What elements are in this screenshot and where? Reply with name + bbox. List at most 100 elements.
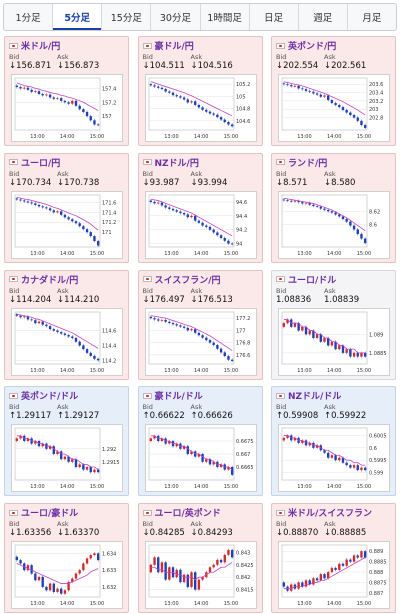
card-header: ユーロ/ドル xyxy=(276,273,391,286)
nz-jp-flag-icon xyxy=(142,159,152,166)
rate-card[interactable]: スイスフラン/円 Bid Ask ↓176.497 ↓176.513 177.2 177 17… xyxy=(137,269,263,380)
bid-value: ↓8.571 xyxy=(276,177,308,188)
pair-title[interactable]: カナダドル/円 xyxy=(21,275,79,286)
candle-body xyxy=(323,337,326,342)
pair-title[interactable]: ランド/円 xyxy=(288,158,328,169)
pair-title[interactable]: 英ポンド/ドル xyxy=(21,392,79,403)
tab-timeframe[interactable]: 月足 xyxy=(362,13,382,24)
pair-title[interactable]: ユーロ/英ポンド xyxy=(154,509,221,520)
pair-title[interactable]: 米ドル/スイスフラン xyxy=(288,509,373,520)
candle-body xyxy=(230,243,233,245)
candle-body xyxy=(290,584,293,591)
candle-body xyxy=(215,232,219,236)
candle-body xyxy=(338,214,341,217)
rate-card[interactable]: ユーロ/豪ドル Bid Ask ↓1.63356 ↓1.63370 1.634 1.633 1… xyxy=(4,503,129,614)
ask-label: Ask xyxy=(190,169,203,178)
price-chart: 0.6005 0.6 0.5995 0.599 13:00 14:00 15:00 xyxy=(278,424,390,493)
rate-card[interactable]: NZドル/円 Bid Ask ↓93.987 ↓93.994 94.6 94.4 94.2 94… xyxy=(137,152,263,263)
pair-title[interactable]: NZドル/円 xyxy=(154,158,199,169)
x-tick-label: 15:00 xyxy=(90,484,104,490)
candle-body xyxy=(312,204,315,206)
pair-title[interactable]: 豪ドル/円 xyxy=(154,42,194,52)
candle-body xyxy=(167,207,171,209)
candle-body xyxy=(349,465,352,469)
x-tick-label: 14:00 xyxy=(60,134,74,140)
pair-title[interactable]: NZドル/ドル xyxy=(288,392,342,403)
candle-body xyxy=(149,200,152,202)
tab-timeframe[interactable]: 1時間足 xyxy=(201,4,250,30)
y-tick-label: 1.2915 xyxy=(102,460,120,466)
ask-label: Ask xyxy=(324,53,336,61)
candle-body xyxy=(45,587,48,591)
candle-body xyxy=(282,438,286,441)
tab-timeframe[interactable]: 週足 xyxy=(299,4,348,30)
x-tick-label: 14:00 xyxy=(327,484,341,490)
tab-timeframe[interactable]: 1分足 xyxy=(4,4,54,30)
pair-title[interactable]: 米ドル/円 xyxy=(21,42,61,52)
eu-jp-flag-icon xyxy=(9,159,18,166)
ask-label: Ask xyxy=(324,169,336,178)
candle-body xyxy=(175,95,178,97)
rate-card[interactable]: 英ポンド/円 Bid Ask ↓202.554 ↓202.561 203.6 203.4 20… xyxy=(271,36,396,146)
candle-body xyxy=(63,214,67,218)
candle-body xyxy=(175,323,178,326)
y-tick-label: 157.2 xyxy=(102,100,116,106)
y-tick-label: 0.599 xyxy=(369,471,383,477)
pair-title[interactable]: ユーロ/ドル xyxy=(288,275,337,286)
tab-timeframe[interactable]: 30分足 xyxy=(151,4,201,30)
rate-card[interactable]: 米ドル/円 Bid Ask ↓156.871 ↓156.873 157.4 157.2 157… xyxy=(4,36,129,146)
price-chart: 1.292 1.2915 13:00 14:00 15:00 xyxy=(11,424,123,493)
rate-card[interactable]: NZドル/ドル Bid Ask ↑0.59908 ↑0.59922 0.6005 0.6 0.… xyxy=(271,386,396,497)
pair-title[interactable]: 英ポンド/円 xyxy=(288,42,337,52)
plot-area xyxy=(148,77,234,131)
candle-body xyxy=(67,334,70,337)
eu-gb-flag-icon xyxy=(142,509,152,516)
candle-body xyxy=(156,557,159,573)
candle-body xyxy=(52,583,55,593)
bid-value: 1.08836 xyxy=(276,294,312,305)
rate-card[interactable]: ユーロ/英ポンド Bid Ask ↓0.84285 ↓0.84293 0.843 0.842… xyxy=(137,503,263,614)
candle-body xyxy=(30,89,33,92)
tab-timeframe[interactable]: 5分足 xyxy=(53,4,103,30)
rate-card-grid: 米ドル/円 Bid Ask ↓156.871 ↓156.873 157.4 157.2 157… xyxy=(4,36,396,614)
pair-title[interactable]: スイスフラン/円 xyxy=(154,275,221,286)
y-tick-label: 202.8 xyxy=(369,116,383,122)
price-chart: 8.62 8.6 13:00 14:00 15:00 xyxy=(278,190,390,259)
pair-title[interactable]: 豪ドル/ドル xyxy=(154,392,203,403)
rate-card[interactable]: 豪ドル/円 Bid Ask ↓104.511 ↓104.516 105.2 105 104.8… xyxy=(137,36,263,146)
candle-body xyxy=(363,468,367,471)
candle-body xyxy=(211,113,215,115)
ask-value: ↑1.29127 xyxy=(57,411,100,422)
x-tick-label: 15:00 xyxy=(357,251,371,257)
rate-card[interactable]: ユーロ/ドル Bid Ask 1.08836 1.08839 1.089 1.0885 13:… xyxy=(271,269,396,380)
candle-body xyxy=(352,115,356,118)
y-tick-label: 171 xyxy=(102,230,112,236)
y-tick-label: 1.633 xyxy=(102,568,116,574)
candle-body xyxy=(356,229,359,234)
rate-card[interactable]: 豪ドル/ドル Bid Ask ↑0.66622 ↑0.66626 0.6675 0.667 0… xyxy=(137,386,263,497)
candle-body xyxy=(327,453,330,459)
tab-timeframe[interactable]: 日足 xyxy=(250,4,299,30)
quote-values: ↓104.511 ↓104.516 xyxy=(143,61,258,72)
x-tick-label: 14:00 xyxy=(194,134,208,140)
tab-timeframe[interactable]: 15分足 xyxy=(102,4,152,30)
candle-body xyxy=(308,330,311,334)
rate-card[interactable]: ユーロ/円 Bid Ask ↓170.734 ↓170.738 171.6 171.4 171… xyxy=(4,152,129,263)
x-tick-label: 13:00 xyxy=(30,368,44,374)
gb-jp-flag-icon xyxy=(276,42,285,49)
rate-card[interactable]: カナダドル/円 Bid Ask ↓114.204 ↓114.210 114.6 114.4 1… xyxy=(4,269,129,380)
candle-body xyxy=(193,101,196,105)
rate-card[interactable]: ランド/円 Bid Ask ↓8.571 ↓8.580 8.62 8.6 13:00 14:00… xyxy=(271,152,396,263)
candle-body xyxy=(189,328,193,330)
bid-label: Bid xyxy=(9,286,20,295)
rate-card[interactable]: 米ドル/スイスフラン Bid Ask ↓0.88870 ↓0.88885 0.889 0.8… xyxy=(271,503,396,614)
candle-body xyxy=(189,101,193,103)
pair-title[interactable]: ユーロ/豪ドル xyxy=(21,509,79,520)
candle-body xyxy=(186,214,189,217)
candle-body xyxy=(67,456,70,463)
candlestick-chart: 203.6 203.4 203.2 203 202.8 13:00 14:00 15:00 xyxy=(281,77,383,140)
bid-value: ↓0.88870 xyxy=(276,528,319,539)
candle-body xyxy=(56,588,59,593)
rate-card[interactable]: 英ポンド/ドル Bid Ask ↑1.29117 ↑1.29127 1.292 1.2915… xyxy=(4,386,129,497)
pair-title[interactable]: ユーロ/円 xyxy=(21,158,61,169)
